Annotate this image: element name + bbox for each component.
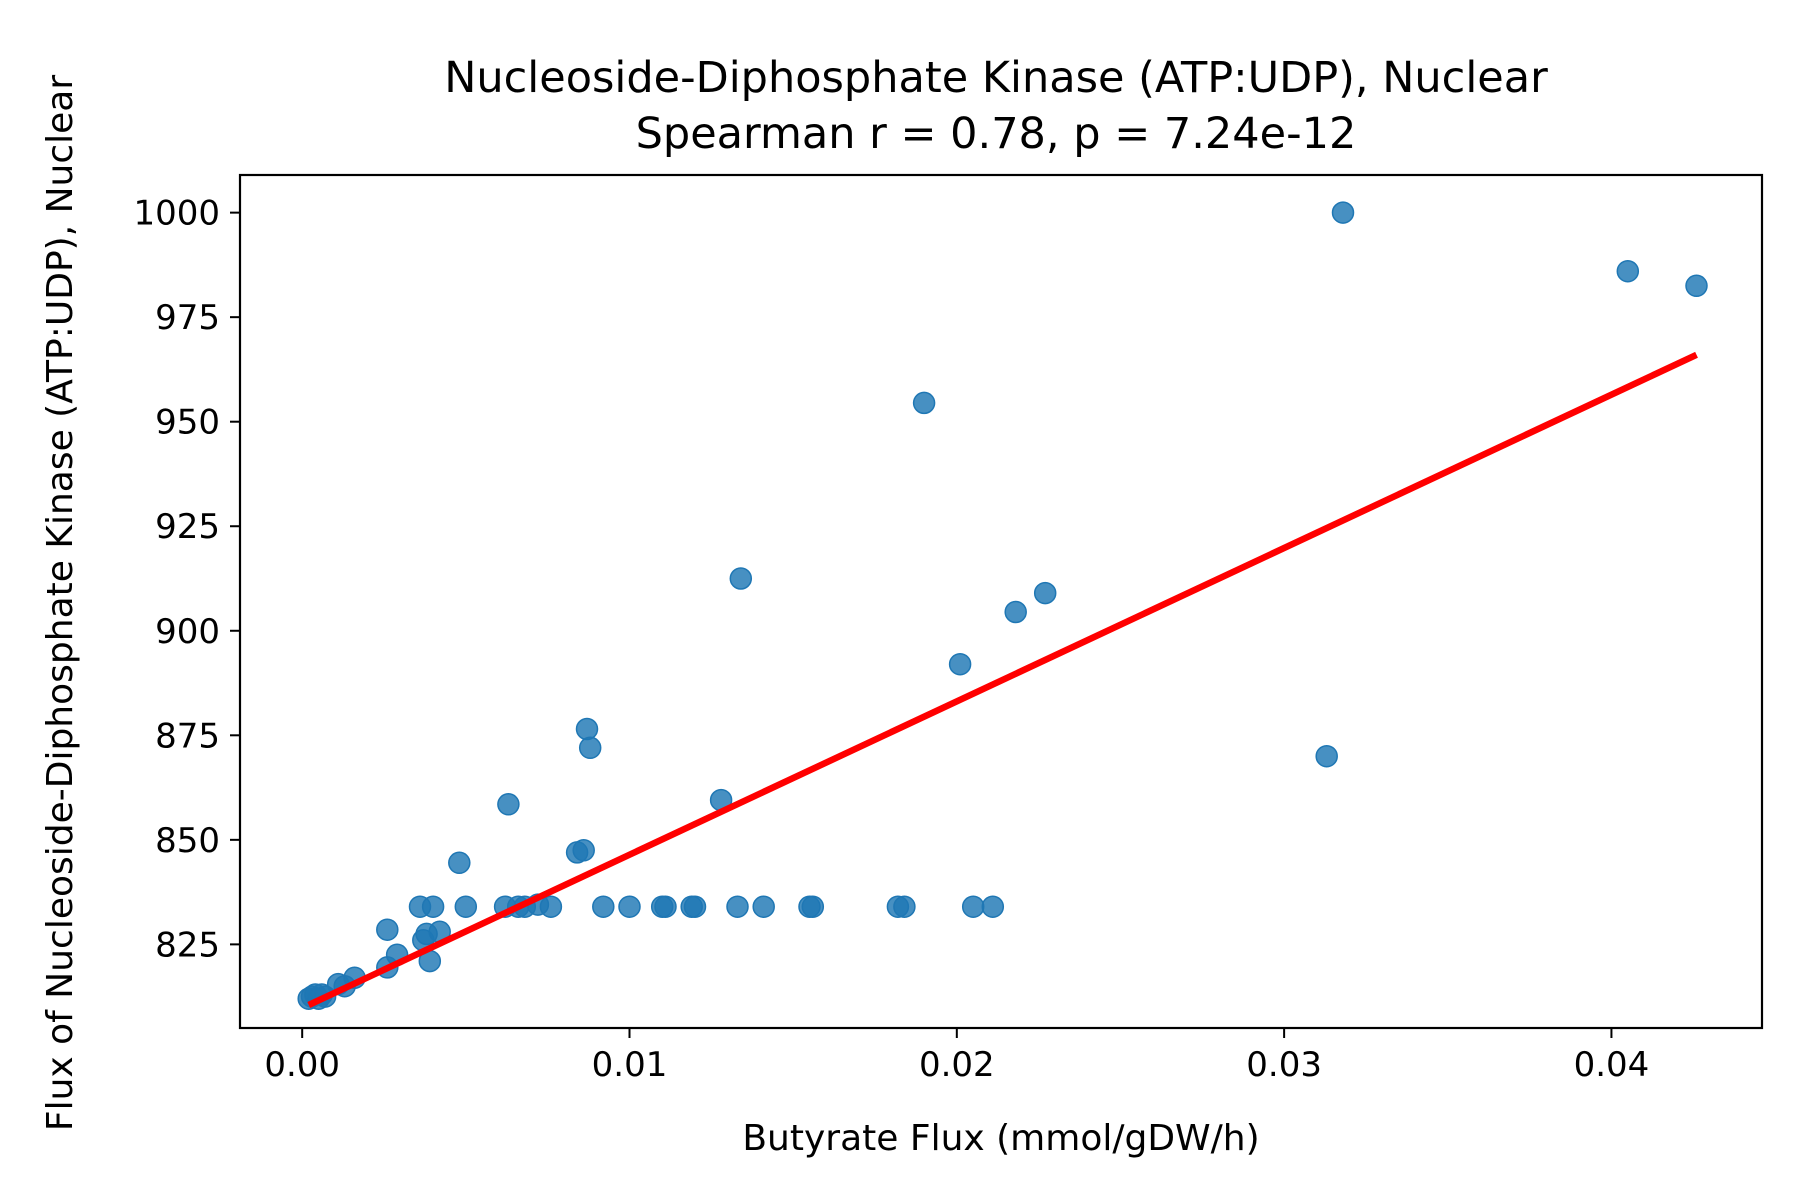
scatter-point — [1616, 259, 1640, 283]
y-tick-label: 900 — [155, 612, 220, 652]
x-axis-label: Butyrate Flux (mmol/gDW/h) — [742, 1118, 1259, 1159]
scatter-point — [497, 793, 520, 816]
chart-title: Nucleoside-Diphosphate Kinase (ATP:UDP),… — [444, 53, 1548, 103]
scatter-point — [618, 895, 641, 918]
y-tick-label: 875 — [155, 716, 220, 756]
scatter-point — [376, 918, 399, 941]
scatter-point — [575, 717, 599, 741]
y-axis-label: Flux of Nucleoside-Diphosphate Kinase (A… — [40, 75, 81, 1131]
scatter-point — [1033, 581, 1057, 605]
y-axis: 825 850 875 900 925 950 975 1000 — [133, 194, 240, 965]
scatter-point — [752, 895, 775, 918]
scatter-point — [572, 839, 595, 862]
scatter-point — [421, 895, 445, 918]
regression-line — [307, 351, 1698, 1008]
y-tick-label: 950 — [155, 403, 220, 443]
scatter-point — [1004, 600, 1027, 624]
scatter-point — [1331, 201, 1355, 224]
x-tick-label: 0.00 — [264, 1045, 340, 1085]
x-tick-label: 0.01 — [592, 1045, 668, 1085]
y-tick-label: 825 — [155, 925, 220, 965]
scatter-point — [1685, 274, 1708, 298]
y-tick-label: 975 — [155, 298, 220, 338]
scatter-point — [683, 895, 707, 918]
axes-frame — [238, 173, 1764, 1030]
scatter-point — [912, 391, 936, 415]
scatter-point — [448, 851, 471, 875]
y-tick-label: 1000 — [133, 194, 220, 234]
x-axis: 0.00 0.01 0.02 0.03 0.04 — [264, 1028, 1649, 1085]
scatter-point — [539, 895, 563, 918]
scatter-point — [726, 895, 749, 918]
scatter-point — [893, 895, 916, 918]
plot-area — [297, 201, 1708, 1010]
x-tick-label: 0.04 — [1574, 1045, 1650, 1085]
x-tick-label: 0.03 — [1246, 1045, 1322, 1085]
scatter-point — [961, 895, 985, 918]
y-tick-label: 850 — [155, 821, 220, 861]
x-tick-label: 0.02 — [919, 1045, 995, 1085]
y-tick-label: 925 — [155, 507, 220, 547]
scatter-point — [1315, 744, 1338, 768]
scatter-point — [948, 652, 972, 676]
scatter-point — [578, 736, 602, 760]
scatter-point — [654, 895, 677, 918]
scatter-point — [729, 567, 753, 590]
scatter-point — [592, 895, 615, 918]
scatter-point — [801, 895, 825, 918]
scatter-point — [981, 895, 1005, 918]
chart-subtitle: Spearman r = 0.78, p = 7.24e-12 — [636, 109, 1357, 159]
scatter-point — [454, 895, 478, 918]
